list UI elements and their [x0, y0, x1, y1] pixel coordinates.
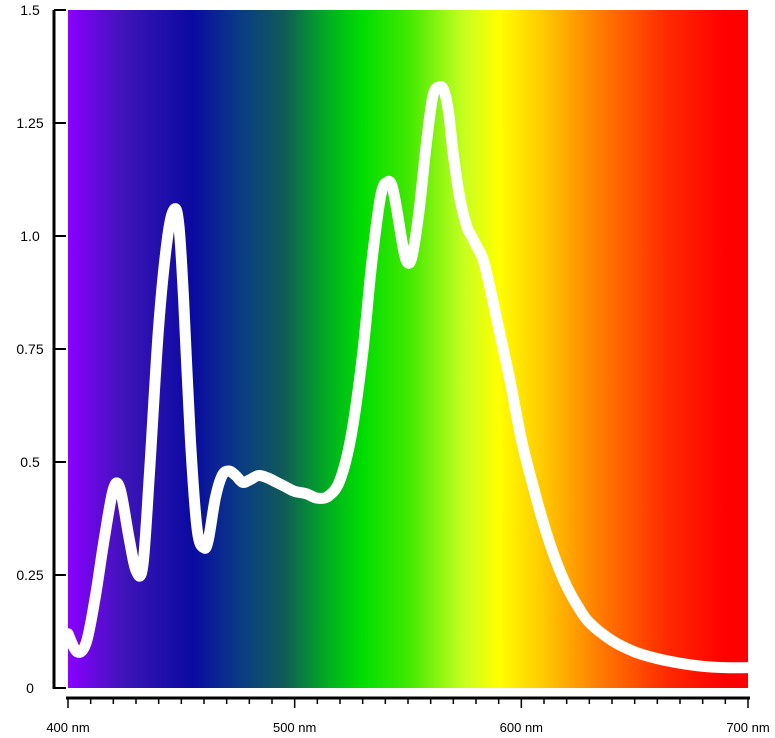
series-layer: [68, 81, 748, 674]
x-tick-label-0: 400 nm: [46, 720, 89, 735]
x-tick-label-3: 700 nm: [726, 720, 769, 735]
x-tick-label-1: 500 nm: [273, 720, 316, 735]
y-tick-label-1: 0.25: [16, 567, 43, 583]
y-tick-label-0: 0: [26, 680, 34, 696]
y-tick-label-3: 0.75: [16, 341, 43, 357]
x-tick-label-2: 600 nm: [500, 720, 543, 735]
axes: 0 0.25 0.5 0.75 1.0 1.25 1.5 400 nm 500 nm 600 nm…: [16, 2, 769, 735]
series-line-0: [68, 81, 748, 674]
spectrum-background: [68, 10, 748, 688]
y-tick-label-6: 1.5: [20, 2, 40, 18]
y-tick-label-4: 1.0: [20, 228, 40, 244]
y-tick-label-2: 0.5: [20, 454, 40, 470]
y-tick-label-5: 1.25: [16, 115, 43, 131]
